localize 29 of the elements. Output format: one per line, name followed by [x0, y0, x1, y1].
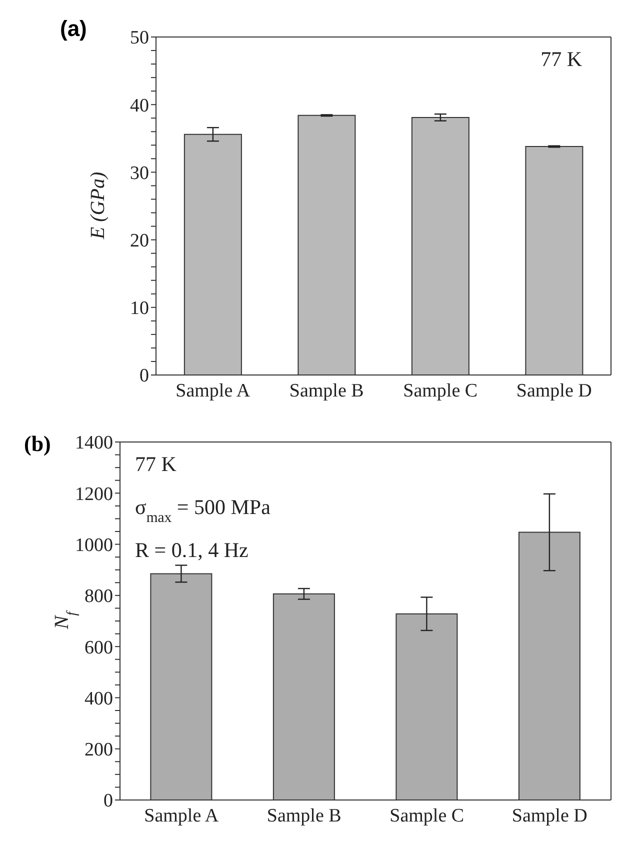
x-tick-label: Sample C — [403, 380, 478, 402]
y-tick-label: 600 — [84, 637, 113, 658]
annotation: 77 K — [540, 47, 582, 71]
y-tick-label: 200 — [84, 740, 113, 761]
chart-title: (a) — [60, 16, 87, 42]
chart-title: (b) — [24, 431, 51, 457]
x-tick-label: Sample D — [516, 380, 592, 402]
x-tick-label: Sample B — [266, 805, 342, 826]
annotation: R = 0.1, 4 Hz — [135, 538, 248, 562]
y-tick-label: 30 — [130, 162, 149, 184]
x-tick-label: Sample C — [390, 805, 464, 826]
x-tick-label: Sample A — [176, 380, 250, 402]
y-tick-label: 40 — [130, 95, 149, 116]
y-tick-label: 1400 — [75, 432, 113, 454]
y-tick-label: 800 — [84, 586, 113, 608]
annotation: 77 K — [135, 452, 176, 476]
y-tick-label: 0 — [104, 790, 113, 812]
y-tick-label: 400 — [84, 688, 113, 710]
y-tick-label: 0 — [140, 366, 149, 387]
x-tick-label: Sample A — [144, 805, 219, 826]
x-tick-label: Sample D — [512, 805, 588, 826]
y-axis-title: E (GPa) — [87, 172, 109, 240]
x-tick-label: Sample B — [289, 380, 364, 402]
y-tick-label: 1200 — [75, 484, 113, 505]
y-tick-label: 50 — [130, 28, 149, 49]
y-tick-label: 20 — [130, 230, 149, 252]
y-tick-label: 10 — [130, 298, 149, 320]
y-tick-label: 1000 — [75, 535, 113, 556]
annotation: σ$_{max}$ = 500 MPa — [135, 495, 272, 526]
